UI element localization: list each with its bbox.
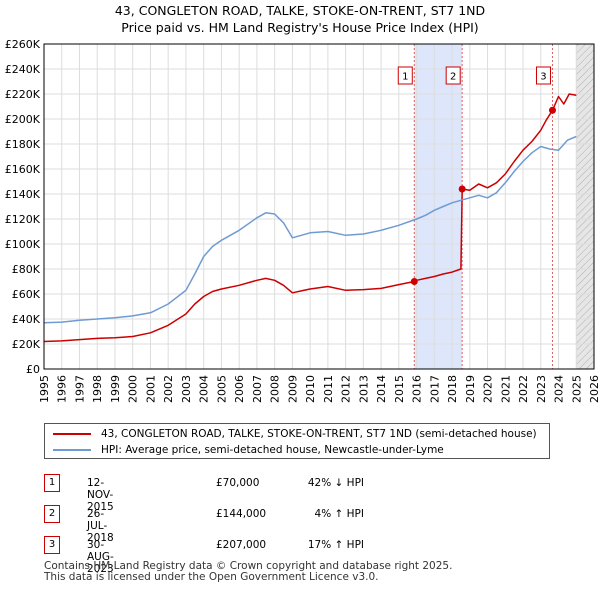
x-tick-label: 2001 [144,375,157,403]
y-tick-label: £80K [12,263,41,276]
y-tick-label: £60K [12,288,41,301]
x-tick-label: 1995 [38,375,51,403]
transaction-number-badge: 2 [44,505,60,523]
x-tick-label: 2024 [553,375,566,403]
legend-property-label: 43, CONGLETON ROAD, TALKE, STOKE-ON-TREN… [101,428,537,440]
sale-marker-badge [397,66,413,85]
x-tick-label: 2004 [198,375,211,403]
x-tick-label: 2005 [215,375,228,403]
chart-title: 43, CONGLETON ROAD, TALKE, STOKE-ON-TREN… [0,2,600,36]
sale-marker-label: 1 [402,72,408,83]
x-tick-label: 2015 [393,375,406,403]
legend-item-hpi: HPI: Average price, semi-detached house,… [53,442,444,458]
x-tick-label: 1997 [73,375,86,403]
x-tick-label: 2022 [517,375,530,403]
plot-frame [43,43,595,370]
sale-marker-label: 2 [450,72,456,83]
y-tick-label: £0 [26,363,40,376]
x-tick-label: 2020 [482,375,495,403]
y-tick-label: £40K [12,313,41,326]
transaction-price: £207,000 [216,539,267,551]
y-tick-label: £100K [5,238,41,251]
transaction-price: £144,000 [216,508,267,520]
x-tick-label: 1996 [56,375,69,403]
sale-marker-label: 3 [540,72,546,83]
transaction-date: 26-JUL-2018 [87,508,114,544]
footer-copyright: Contains HM Land Registry data © Crown c… [44,560,453,572]
x-tick-label: 2006 [233,375,246,403]
title-line-2: Price paid vs. HM Land Registry's House … [121,20,479,35]
y-tick-label: £260K [5,38,41,51]
footer: Contains HM Land Registry data © Crown c… [44,561,452,583]
x-tick-label: 2002 [162,375,175,403]
x-tick-label: 2014 [375,375,388,403]
y-tick-label: £140K [5,188,41,201]
x-tick-label: 2018 [446,375,459,403]
x-tick-label: 2009 [286,375,299,403]
x-tick-label: 2003 [180,375,193,403]
transaction-date: 30-AUG-2023 [87,539,114,575]
transaction-price: £70,000 [216,477,260,489]
transaction-number-badge: 3 [44,536,60,554]
legend-hpi-swatch [53,449,91,451]
chart-legend: 43, CONGLETON ROAD, TALKE, STOKE-ON-TREN… [44,423,550,459]
x-tick-label: 2026 [588,375,600,403]
x-tick-label: 2025 [570,375,583,403]
x-tick-label: 2010 [304,375,317,403]
legend-hpi-label: HPI: Average price, semi-detached house,… [101,444,444,456]
x-tick-label: 2013 [357,375,370,403]
x-tick-label: 2008 [269,375,282,403]
y-tick-label: £120K [5,213,41,226]
transaction-hpi-change: 4% ↑ HPI [314,508,364,520]
transaction-hpi-change: 17% ↑ HPI [307,539,364,551]
sale-period-shade [414,44,463,369]
forecast-hatch [576,44,594,369]
x-tick-label: 2021 [499,375,512,403]
sale-point [410,278,418,285]
y-tick-label: £160K [5,163,41,176]
transaction-date: 12-NOV-2015 [87,477,114,513]
x-tick-label: 2023 [535,375,548,403]
x-tick-label: 2011 [322,375,335,403]
x-tick-label: 2019 [464,375,477,403]
x-tick-label: 1999 [109,375,122,403]
x-tick-label: 2017 [428,375,441,403]
transaction-hpi-change: 42% ↓ HPI [307,477,364,489]
sale-point [458,185,466,193]
y-tick-label: £220K [5,88,41,101]
sale-marker-badge [445,66,461,85]
y-tick-label: £20K [12,338,41,351]
x-tick-label: 2007 [251,375,264,403]
plot-area [44,44,594,369]
hpi-line [43,135,577,324]
footer-licence: This data is licensed under the Open Gov… [44,571,379,583]
property-price-line [43,93,577,343]
legend-property-swatch [53,433,91,435]
y-tick-label: £180K [5,138,41,151]
legend-item-property: 43, CONGLETON ROAD, TALKE, STOKE-ON-TREN… [53,426,537,442]
x-tick-label: 1998 [91,375,104,403]
y-tick-label: £200K [5,113,41,126]
transaction-number-badge: 1 [44,474,60,492]
y-tick-label: £240K [5,63,41,76]
x-tick-label: 2012 [340,375,353,403]
sale-marker-badge [535,66,551,85]
x-tick-label: 2016 [411,375,424,403]
sale-point [548,106,556,114]
price-chart: 1 2 3 £0 £20K £40K £60K £80K £100K £120K £140K £16… [5,38,600,403]
x-tick-label: 2000 [127,375,140,403]
title-line-1: 43, CONGLETON ROAD, TALKE, STOKE-ON-TREN… [114,3,486,18]
